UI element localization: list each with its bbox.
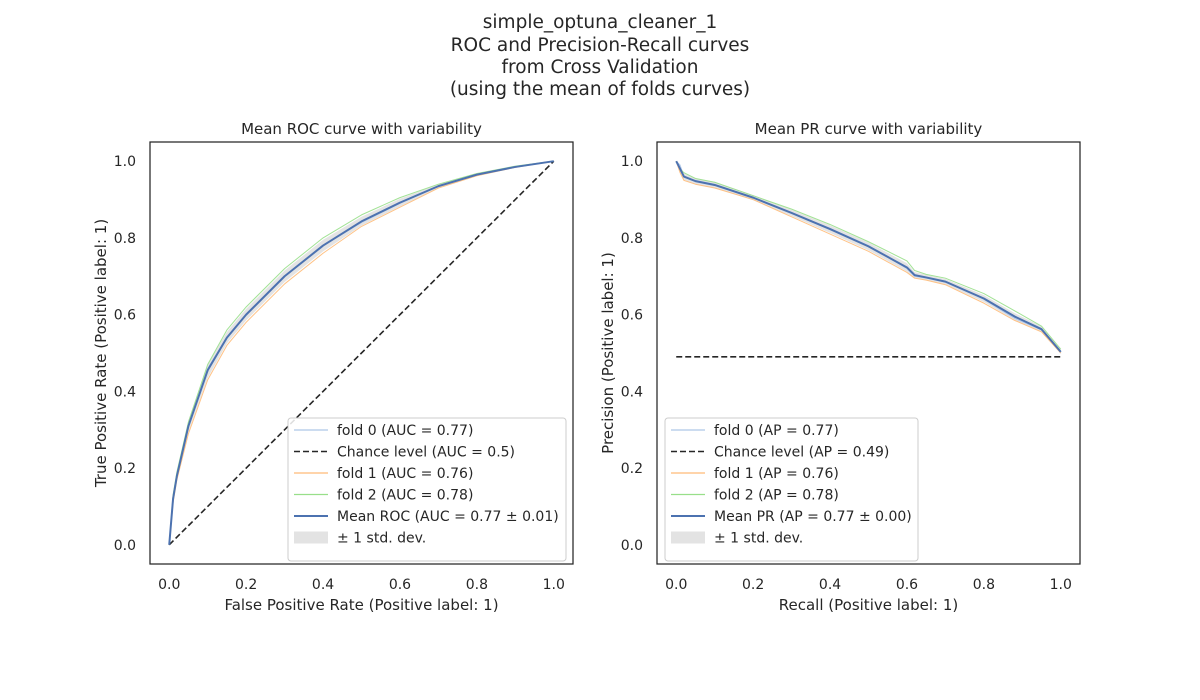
roc-x-tick-label: 1.0 xyxy=(543,577,565,593)
roc-legend-box xyxy=(287,417,567,562)
roc-y-axis-label: True Positive Rate (Positive label: 1) xyxy=(92,219,110,488)
roc-x-tick-label: 0.6 xyxy=(389,577,411,593)
roc-legend-label-fold2: fold 2 (AUC = 0.78) xyxy=(337,488,473,504)
pr-legend-label-fold2: fold 2 (AP = 0.78) xyxy=(714,488,839,504)
figure-title-line-1: simple_optuna_cleaner_1 xyxy=(483,12,717,33)
pr-legend-label-fold1: fold 1 (AP = 0.76) xyxy=(714,466,839,482)
pr-x-tick-label: 1.0 xyxy=(1050,577,1072,593)
roc-x-tick-label: 0.0 xyxy=(158,577,180,593)
pr-legend: fold 0 (AP = 0.77) Chance level (AP = 0.4… xyxy=(664,417,919,562)
roc-x-tick-label: 0.2 xyxy=(235,577,257,593)
roc-series-fold1 xyxy=(168,160,554,545)
roc-x-axis-label: False Positive Rate (Positive label: 1) xyxy=(224,596,498,614)
pr-plot-area xyxy=(675,160,1062,358)
pr-y-axis-label: Precision (Positive label: 1) xyxy=(599,252,617,454)
pr-y-tick-label: 0.6 xyxy=(621,308,643,324)
roc-y-tick-label: 0.8 xyxy=(114,231,136,247)
pr-y-tick-label: 1.0 xyxy=(621,154,643,170)
pr-series-fold1 xyxy=(675,161,1062,354)
pr-panel: Mean PR curve with variability Recall (P… xyxy=(599,120,1081,614)
roc-legend-label-fold0: fold 0 (AUC = 0.77) xyxy=(337,423,473,439)
roc-y-tick-label: 0.0 xyxy=(114,538,136,554)
figure-title-line-2: ROC and Precision-Recall curves xyxy=(451,35,750,56)
pr-y-tick-label: 0.0 xyxy=(621,538,643,554)
roc-x-tick-label: 0.8 xyxy=(466,577,488,593)
roc-y-tick-label: 0.2 xyxy=(114,461,136,477)
roc-legend: fold 0 (AUC = 0.77) Chance level (AUC = 0… xyxy=(287,417,567,562)
roc-legend-label-mean: Mean ROC (AUC = 0.77 ± 0.01) xyxy=(337,509,559,525)
pr-legend-swatch-std_band xyxy=(671,531,705,544)
roc-legend-label-std_band: ± 1 std. dev. xyxy=(337,531,426,547)
pr-x-tick-label: 0.4 xyxy=(819,577,841,593)
pr-y-tick-label: 0.8 xyxy=(621,231,643,247)
pr-std-band xyxy=(676,161,1061,354)
roc-y-tick-label: 0.4 xyxy=(114,384,136,400)
roc-legend-label-chance: Chance level (AUC = 0.5) xyxy=(337,445,515,461)
pr-panel-title: Mean PR curve with variability xyxy=(755,120,983,138)
pr-legend-label-std_band: ± 1 std. dev. xyxy=(714,531,803,547)
roc-legend-swatch-std_band xyxy=(294,531,328,544)
roc-panel-title: Mean ROC curve with variability xyxy=(241,120,482,138)
pr-x-tick-label: 0.6 xyxy=(896,577,918,593)
roc-y-tick-label: 0.6 xyxy=(114,308,136,324)
pr-legend-label-mean: Mean PR (AP = 0.77 ± 0.00) xyxy=(714,509,912,525)
roc-series-chance xyxy=(168,160,555,546)
pr-series-mean xyxy=(675,160,1062,353)
roc-plot-area xyxy=(168,160,555,546)
roc-series-mean xyxy=(168,160,554,545)
roc-x-tick-label: 0.4 xyxy=(312,577,334,593)
pr-axes-frame xyxy=(656,141,1081,565)
pr-legend-label-fold0: fold 0 (AP = 0.77) xyxy=(714,423,839,439)
pr-x-axis-label: Recall (Positive label: 1) xyxy=(779,596,958,614)
pr-x-tick-label: 0.2 xyxy=(742,577,764,593)
pr-legend-box xyxy=(664,417,919,562)
pr-x-tick-label: 0.8 xyxy=(973,577,995,593)
pr-y-tick-label: 0.4 xyxy=(621,384,643,400)
roc-panel: Mean ROC curve with variability False Po… xyxy=(92,120,574,614)
pr-legend-label-chance: Chance level (AP = 0.49) xyxy=(714,445,889,461)
pr-y-tick-label: 0.2 xyxy=(621,461,643,477)
pr-series-fold2 xyxy=(675,160,1062,350)
pr-x-tick-label: 0.0 xyxy=(665,577,687,593)
figure-title-line-3: from Cross Validation xyxy=(502,57,699,78)
roc-y-tick-label: 1.0 xyxy=(114,154,136,170)
figure-title-line-4: (using the mean of folds curves) xyxy=(450,79,750,100)
roc-legend-label-fold1: fold 1 (AUC = 0.76) xyxy=(337,466,473,482)
figure-title: simple_optuna_cleaner_1 ROC and Precisio… xyxy=(450,12,750,100)
roc-axes-frame xyxy=(149,141,574,565)
